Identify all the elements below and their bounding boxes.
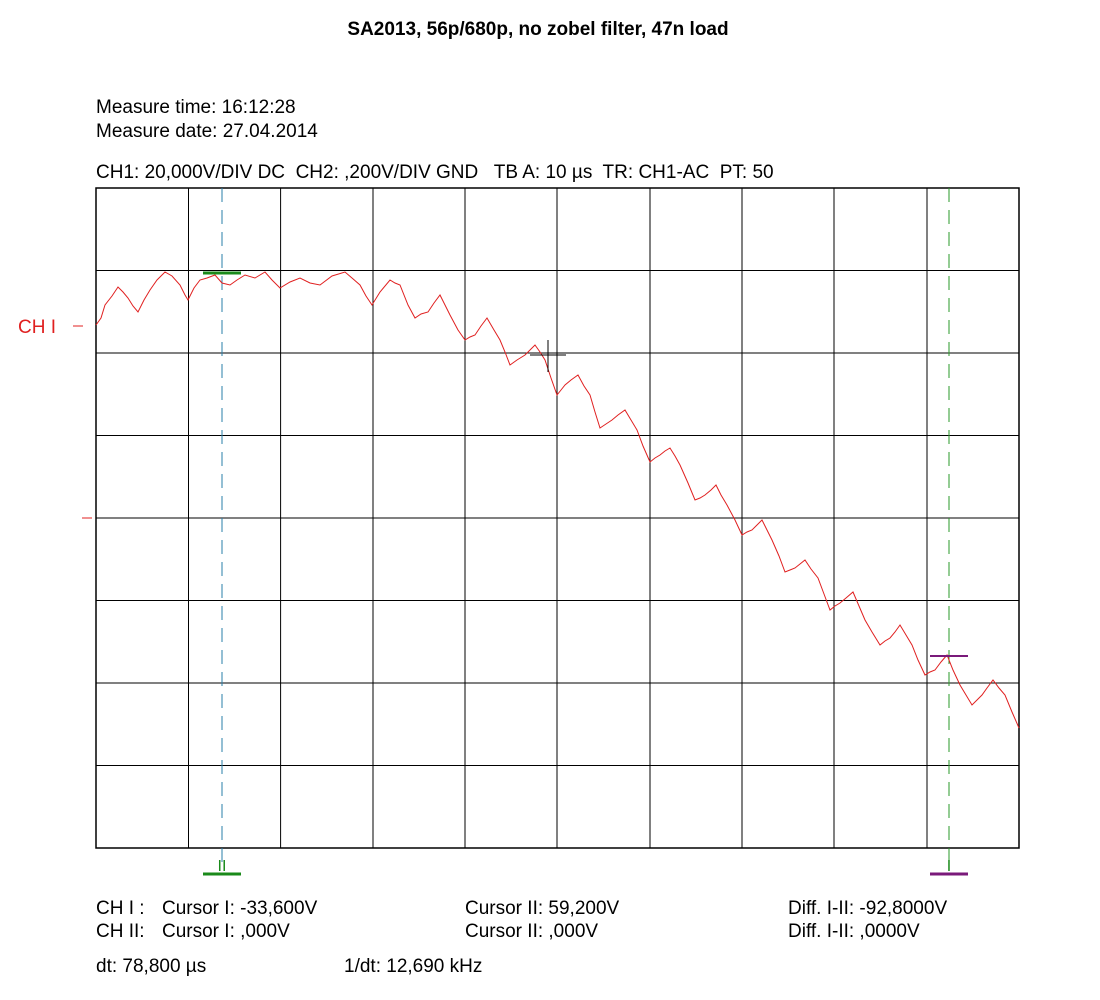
grid: [96, 188, 1019, 848]
readout-channel: CH II:: [96, 921, 145, 942]
channel-label: CH I: [18, 317, 56, 338]
readout-dt: dt: 78,800 µs: [96, 956, 206, 977]
measure-date: Measure date: 27.04.2014: [96, 121, 318, 142]
waveform: [95, 271, 1020, 729]
readout-cursor2: Cursor II: ,000V: [465, 921, 598, 942]
measure-time: Measure time: 16:12:28: [96, 97, 296, 118]
settings: CH1: 20,000V/DIV DC CH2: ,200V/DIV GND T…: [96, 162, 774, 183]
readout-cursor2: Cursor II: 59,200V: [465, 898, 620, 919]
readout-cursor1: Cursor I: ,000V: [162, 921, 290, 942]
readout-diff: Diff. I-II: ,0000V: [788, 921, 920, 942]
cursor-one-marker: II: [218, 858, 227, 875]
readout-cursor1: Cursor I: -33,600V: [162, 898, 318, 919]
title: SA2013, 56p/680p, no zobel filter, 47n l…: [347, 19, 728, 40]
cursor-two-marker: I: [947, 858, 951, 875]
readout-channel: CH I :: [96, 898, 145, 919]
readout-diff: Diff. I-II: -92,8000V: [788, 898, 947, 919]
frame: [95, 187, 1020, 849]
readout-inv-dt: 1/dt: 12,690 kHz: [344, 956, 482, 977]
